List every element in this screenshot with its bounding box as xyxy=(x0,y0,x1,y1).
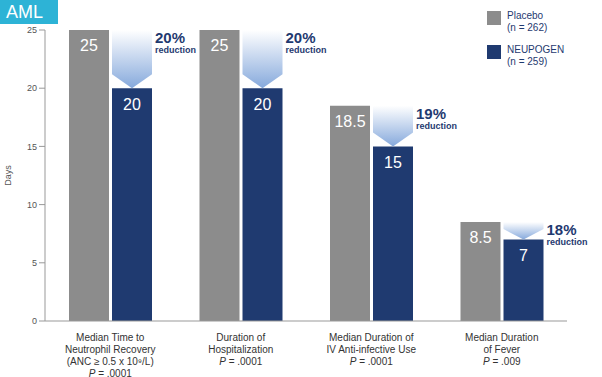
html-text:Placebo: Placebo xyxy=(507,10,544,21)
svg-text:reduction: reduction xyxy=(416,121,457,131)
svg-text:7: 7 xyxy=(519,247,528,264)
svg-text:10: 10 xyxy=(27,200,37,210)
svg-text:20: 20 xyxy=(27,83,37,93)
svg-text:5: 5 xyxy=(32,258,37,268)
html-text:(n = 262): (n = 262) xyxy=(507,22,548,33)
svg-text:25: 25 xyxy=(211,37,229,54)
html-text:(n = 259): (n = 259) xyxy=(507,56,548,67)
svg-text:reduction: reduction xyxy=(286,45,327,55)
svg-text:Median Duration ofIV Anti-infe: Median Duration ofIV Anti-infective UseP… xyxy=(327,332,417,367)
svg-text:8.5: 8.5 xyxy=(469,229,491,246)
svg-text:20%: 20% xyxy=(155,29,185,46)
svg-text:25: 25 xyxy=(27,25,37,35)
svg-text:18.5: 18.5 xyxy=(334,113,365,130)
svg-text:18%: 18% xyxy=(547,221,577,238)
html-text:AML: AML xyxy=(6,2,43,22)
svg-text:reduction: reduction xyxy=(155,45,196,55)
svg-text:20: 20 xyxy=(123,96,141,113)
svg-text:15: 15 xyxy=(27,142,37,152)
svg-text:20: 20 xyxy=(254,96,272,113)
svg-text:Median Time toNeutrophil Recov: Median Time toNeutrophil Recovery(ANC ≥ … xyxy=(65,332,156,377)
svg-text:20%: 20% xyxy=(286,29,316,46)
svg-text:0: 0 xyxy=(32,316,37,326)
svg-text:Median Durationof FeverP = .00: Median Durationof FeverP = .009 xyxy=(465,332,538,367)
svg-text:Days: Days xyxy=(8,165,13,186)
html-text:NEUPOGEN: NEUPOGEN xyxy=(507,44,565,55)
svg-text:Duration ofHospitalizationP =: Duration ofHospitalizationP = .0001 xyxy=(208,332,273,367)
svg-text:19%: 19% xyxy=(416,105,446,122)
svg-text:15: 15 xyxy=(384,154,402,171)
svg-text:reduction: reduction xyxy=(547,237,588,247)
svg-text:25: 25 xyxy=(80,37,98,54)
